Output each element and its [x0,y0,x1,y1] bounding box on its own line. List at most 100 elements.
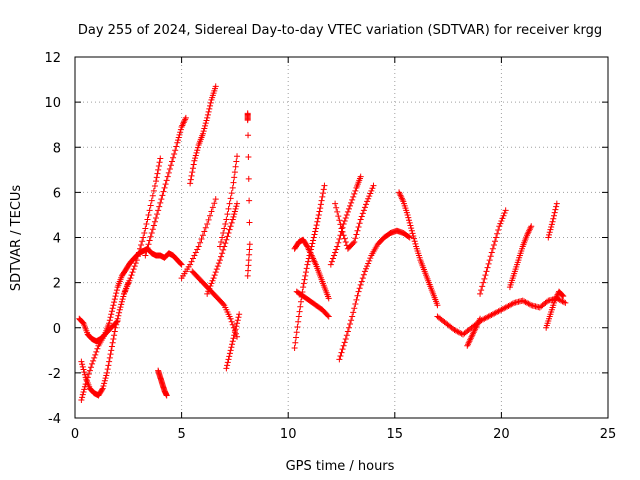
data-point-fill [232,326,239,333]
data-point-fill [487,253,494,260]
axis-ticks [74,56,609,419]
data-point-fill [246,219,253,226]
data-point [489,245,496,252]
data-point-fill [354,292,361,299]
data-point-fill [208,208,215,215]
data-point-fill [202,122,209,129]
data-point [349,313,356,320]
data-point-fill [363,265,370,272]
data-point-fill [352,187,359,194]
data-point [477,290,484,297]
data-point-fill [353,296,360,303]
data-point-fill [111,299,118,306]
data-point-fill [144,245,151,252]
data-point-fill [226,353,233,360]
data-point-fill [482,272,489,279]
data-point-fill [208,280,215,287]
data-point-fill [550,215,557,222]
data-point-fill [231,208,238,215]
data-point [148,229,155,236]
y-tick-label: 4 [53,232,61,247]
data-point-fill [350,240,357,247]
data-point-fill [149,192,156,199]
data-point-fill [191,252,198,259]
data-point-fill [189,255,196,262]
y-tick-label: 0 [53,322,61,337]
data-point-fill [101,380,108,387]
data-point-fill [155,166,162,173]
data-point-fill [188,172,195,179]
data-point [227,315,234,322]
data-point-fill [336,236,343,243]
data-point-fill [113,319,120,326]
data-point-fill [221,225,228,232]
data-point-fill [356,220,363,227]
data-point-fill [222,220,229,227]
data-point [178,261,185,268]
data-point-fill [130,266,137,273]
data-point [338,225,345,232]
data-point-fill [492,238,499,245]
data-point [110,302,117,309]
data-point-fill [111,296,118,303]
data-point-fill [406,217,413,224]
data-point-fill [218,253,225,260]
data-point-fill [486,257,493,264]
data-point-fill [137,245,144,252]
data-point-fill [155,163,162,170]
data-point-fill [233,323,240,330]
data-point-fill [200,128,207,135]
data-point [528,223,535,230]
data-point-fill [144,216,151,223]
data-point-fill [560,299,567,306]
data-point [114,317,121,324]
data-point-fill [224,362,231,369]
data-point-fill [485,260,492,267]
data-point [483,268,490,275]
data-point-fill [142,225,149,232]
data-point-fill [307,246,314,253]
data-point-fill [172,147,179,154]
x-tick-label: 25 [600,427,617,442]
data-point-fill [83,377,90,384]
data-point-fill [159,192,166,199]
data-point-fill [229,321,236,328]
data-point-fill [99,386,106,393]
data-point-fill [245,175,252,182]
data-point-fill [128,272,135,279]
data-point-fill [227,223,234,230]
data-point [231,329,238,336]
data-point [204,290,211,297]
data-point-fill [332,249,339,256]
data-point-fill [410,235,417,242]
data-point-fill [313,222,320,229]
data-point-fill [364,263,371,270]
data-point [304,261,311,268]
data-point-fill [341,339,348,346]
data-point-fill [192,152,199,159]
data-point-fill [303,242,310,249]
data-point-fill [103,372,110,379]
data-point-fill [340,232,347,239]
data-point-fill [225,205,232,212]
data-point-fill [348,317,355,324]
data-point-fill [192,155,199,162]
data-point [325,313,332,320]
data-point [312,225,319,232]
data-point-fill [215,260,222,267]
data-point-fill [246,197,253,204]
data-point [291,345,298,352]
data-points [76,83,569,403]
x-axis-label: GPS time / hours [286,459,395,474]
data-point-fill [107,314,114,321]
data-point [434,302,441,309]
data-point-fill [80,366,87,373]
data-point-fill [131,263,138,270]
data-point-fill [192,249,199,256]
data-point-fill [501,210,508,217]
data-point-fill [411,238,418,245]
data-point-fill [160,188,167,195]
data-point-fill [209,204,216,211]
data-point-fill [546,229,553,236]
data-point-fill [315,211,322,218]
